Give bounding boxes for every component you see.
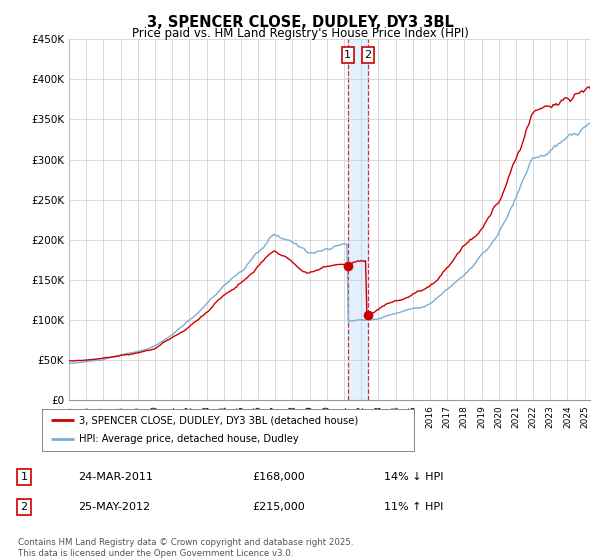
Text: 24-MAR-2011: 24-MAR-2011 [78, 472, 153, 482]
Text: £215,000: £215,000 [252, 502, 305, 512]
Text: 1: 1 [344, 50, 351, 60]
Text: 2: 2 [20, 502, 28, 512]
Text: 2: 2 [365, 50, 371, 60]
Text: 25-MAY-2012: 25-MAY-2012 [78, 502, 150, 512]
Text: HPI: Average price, detached house, Dudley: HPI: Average price, detached house, Dudl… [79, 435, 299, 445]
Text: Price paid vs. HM Land Registry's House Price Index (HPI): Price paid vs. HM Land Registry's House … [131, 27, 469, 40]
Text: 3, SPENCER CLOSE, DUDLEY, DY3 3BL: 3, SPENCER CLOSE, DUDLEY, DY3 3BL [146, 15, 454, 30]
Text: 1: 1 [20, 472, 28, 482]
Text: 11% ↑ HPI: 11% ↑ HPI [384, 502, 443, 512]
Text: £168,000: £168,000 [252, 472, 305, 482]
Text: 14% ↓ HPI: 14% ↓ HPI [384, 472, 443, 482]
Text: 3, SPENCER CLOSE, DUDLEY, DY3 3BL (detached house): 3, SPENCER CLOSE, DUDLEY, DY3 3BL (detac… [79, 415, 358, 425]
Text: Contains HM Land Registry data © Crown copyright and database right 2025.
This d: Contains HM Land Registry data © Crown c… [18, 538, 353, 558]
Bar [348, 39, 368, 400]
